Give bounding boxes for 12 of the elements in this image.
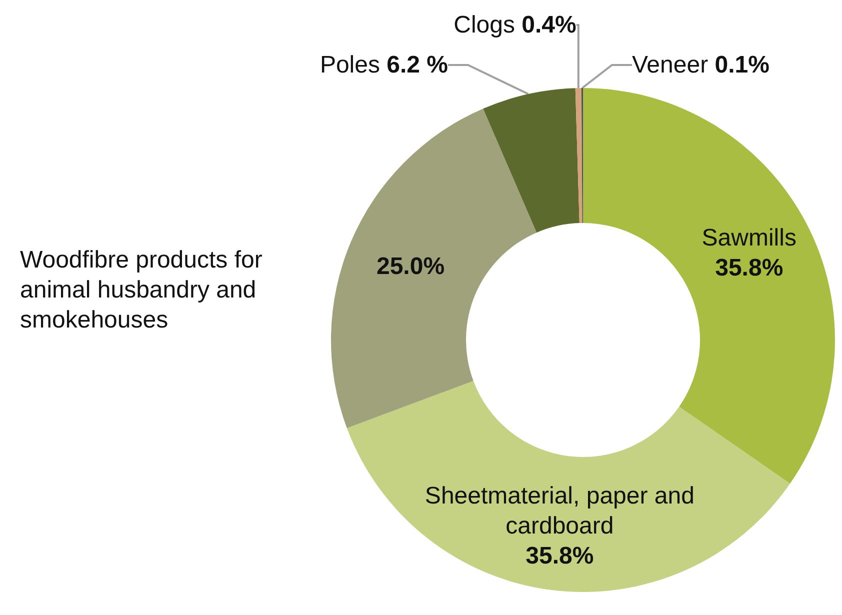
data-label: 0.4%: [522, 12, 576, 38]
data-label: 6.2 %: [386, 52, 448, 78]
data-label: 0.1%: [714, 52, 770, 78]
slice-label: Sawmills: [702, 224, 796, 252]
slice-label: Clogs: [454, 12, 522, 38]
slice-label: Woodfibre products for animal husbandry and smokehouses: [20, 246, 270, 334]
slice-label: Poles: [320, 52, 387, 78]
data-label: 35.8%: [715, 254, 784, 282]
data-label: 35.8%: [526, 542, 594, 570]
slice-label: Sheetmaterial, paper and cardboard: [424, 482, 694, 540]
slice-label: Veneer: [632, 52, 715, 78]
data-label: 25.0%: [376, 252, 445, 280]
